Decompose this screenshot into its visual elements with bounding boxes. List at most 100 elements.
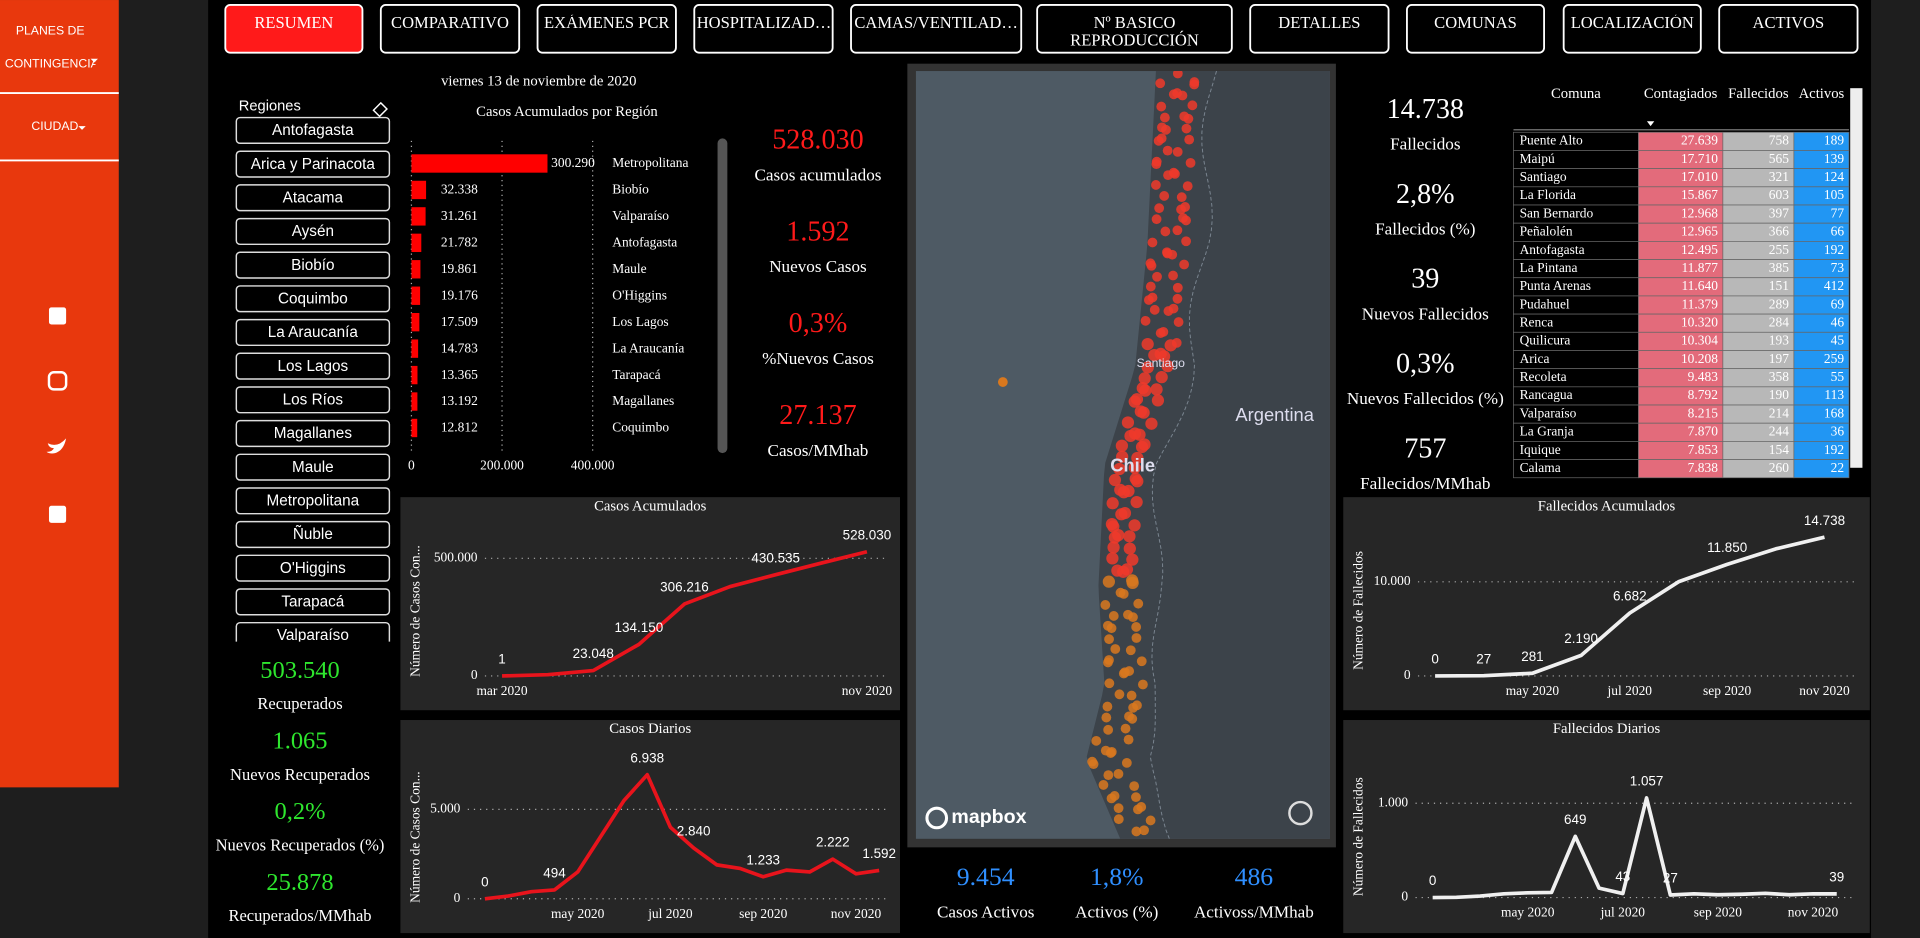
region-button[interactable] [235, 419, 391, 448]
map-dot [1114, 483, 1127, 496]
tab-button[interactable] [224, 3, 364, 54]
region-label[interactable]: Los Ríos [283, 391, 344, 408]
region-button[interactable] [235, 554, 391, 582]
x-tick-label: nov 2020 [1788, 905, 1839, 920]
data-label: 1.057 [1630, 774, 1664, 789]
region-button[interactable] [235, 251, 391, 279]
line [484, 772, 880, 901]
map-dot [1128, 427, 1142, 440]
y-tick-label: Metropolitana [612, 155, 688, 170]
tab-label[interactable]: ACTIVOS [1752, 14, 1825, 32]
panel [1343, 720, 1870, 934]
region-label[interactable]: Ñuble [293, 526, 333, 543]
table-cell-text: 385 [1769, 260, 1789, 275]
map-dot [1091, 735, 1102, 746]
map-dot [1161, 360, 1174, 373]
table-cell-text: 284 [1769, 315, 1789, 330]
sidebar [0, 0, 119, 788]
tab-label[interactable]: EXÁMENES PCR [544, 14, 670, 32]
table-cell-text: Renca [1520, 315, 1554, 330]
map-dot [1102, 701, 1113, 712]
table-cell-text: 190 [1769, 387, 1789, 402]
region-label[interactable]: Los Lagos [278, 358, 349, 375]
map-dot [1168, 270, 1178, 281]
map-dot [1104, 634, 1114, 645]
region-label[interactable]: Tarapacá [281, 594, 344, 611]
region-button[interactable] [235, 116, 391, 145]
region-label[interactable]: Magallanes [274, 425, 353, 442]
region-label[interactable]: Atacama [283, 189, 344, 206]
region-label[interactable]: Arica y Parinacota [251, 156, 376, 173]
tab-label-box: DETALLES [1278, 14, 1361, 32]
map-dot [1138, 438, 1151, 451]
tab-button[interactable] [850, 3, 1023, 54]
region-button[interactable] [235, 453, 391, 481]
bar-value-label: 21.782 [441, 235, 478, 250]
tab-button[interactable] [1249, 3, 1390, 54]
map-dot [1172, 146, 1183, 157]
tab-label-box: Nº BASICO REPRODUCCIÓN [1070, 14, 1199, 49]
bar-value-label: 13.192 [441, 393, 478, 408]
chart-title: Fallecidos Diarios [1553, 721, 1661, 737]
tab-button[interactable] [1718, 3, 1859, 54]
region-label[interactable]: La Araucanía [268, 324, 359, 341]
tab-label[interactable]: DETALLES [1278, 14, 1361, 32]
region-button[interactable] [235, 487, 391, 515]
region-button[interactable] [235, 621, 391, 649]
region-label[interactable]: Antofagasta [272, 122, 354, 139]
region-label[interactable]: Coquimbo [278, 290, 348, 307]
map-dot [1126, 574, 1139, 587]
region-button[interactable] [235, 150, 391, 178]
tab-button[interactable] [1406, 3, 1545, 54]
region-button[interactable] [235, 184, 391, 212]
tab-button[interactable] [379, 3, 521, 54]
y-tick-label: O'Higgins [612, 287, 667, 302]
tab-label[interactable]: HOSPITALIZAD… [696, 14, 831, 32]
bar-value-label: 31.261 [441, 208, 478, 223]
tab-button[interactable] [1562, 3, 1702, 54]
map-dot [1131, 622, 1142, 632]
tab-label[interactable]: COMPARATIVO [391, 14, 509, 32]
table-cell-text: 77 [1831, 205, 1845, 220]
region-button[interactable] [235, 520, 391, 549]
region-label[interactable]: Valparaíso [277, 627, 349, 644]
chart-title: Casos Acumulados [594, 498, 706, 514]
tab-button[interactable] [1036, 3, 1233, 54]
map-dot [1136, 802, 1147, 812]
bar-value-label: 19.176 [441, 287, 478, 302]
tab-label[interactable]: COMUNAS [1434, 14, 1517, 32]
region-button[interactable] [235, 318, 391, 347]
region-label[interactable]: Biobío [291, 257, 334, 274]
kpi-value: 1,8% [1090, 862, 1144, 891]
region-label[interactable]: Metropolitana [267, 492, 360, 509]
region-button[interactable] [235, 285, 391, 313]
region-button[interactable] [235, 588, 391, 616]
map-dot [1121, 416, 1135, 429]
tab-button[interactable] [536, 3, 677, 54]
map-dot [1100, 600, 1111, 610]
table-cell-text: Peñalolén [1520, 224, 1573, 239]
kpi-value: 9.454 [957, 862, 1015, 891]
region-label[interactable]: Maule [292, 459, 334, 476]
line [501, 549, 868, 678]
region-button[interactable] [235, 352, 391, 380]
region-label[interactable]: O'Higgins [280, 560, 346, 577]
tab-label[interactable]: Nº BASICO REPRODUCCIÓN [1070, 14, 1199, 49]
region-button[interactable] [235, 386, 391, 414]
tab-button[interactable] [693, 3, 834, 54]
map-dot [1172, 293, 1183, 304]
table-cell-text: 565 [1769, 151, 1789, 166]
tab-label[interactable]: CAMAS/VENTILAD… [854, 14, 1018, 32]
table-cell-text: 105 [1824, 187, 1844, 202]
bar-value-label: 14.783 [441, 340, 478, 355]
tab-label[interactable]: LOCALIZACIÓN [1570, 14, 1694, 32]
region-button[interactable] [235, 217, 391, 246]
data-label: 281 [1521, 649, 1543, 664]
map-dot [1136, 382, 1149, 395]
map-dot [1098, 780, 1109, 790]
table-cell-text: 151 [1769, 278, 1789, 293]
map-dot [1125, 645, 1136, 656]
kpi-value: 528.030 [772, 125, 864, 156]
tab-label[interactable]: RESUMEN [254, 14, 334, 32]
region-label[interactable]: Aysén [292, 223, 334, 240]
